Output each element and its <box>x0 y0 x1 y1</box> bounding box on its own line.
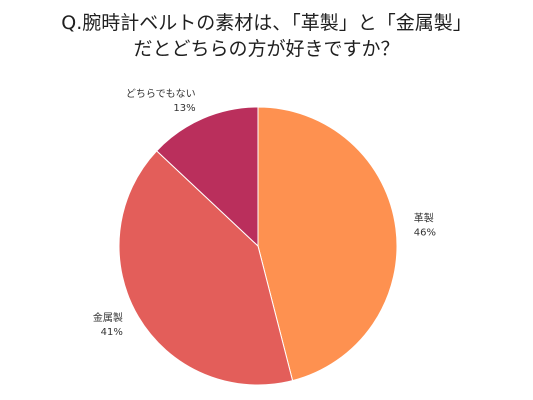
chart-title-line-1: Q.腕時計ベルトの素材は、「革製」と「金属製」 <box>61 12 472 34</box>
pie-slice-1 <box>118 150 294 386</box>
pie-label-value-1: 41% <box>101 327 123 338</box>
chart-title: Q.腕時計ベルトの素材は、「革製」と「金属製」 だとどちらの方が好きですか？ <box>0 10 533 62</box>
pie-label-category-2: どちらでもない <box>126 88 196 100</box>
pie-label-0: 革製 46% <box>414 211 436 238</box>
pie-label-value-2: 13% <box>173 103 195 114</box>
pie-label-category-1: 金属製 <box>93 311 123 324</box>
pie-label-value-0: 46% <box>414 227 436 238</box>
pie-slice-0 <box>257 106 398 382</box>
pie-label-category-0: 革製 <box>414 211 434 224</box>
pie-label-1: 金属製 41% <box>93 311 123 338</box>
pie-slice-2 <box>155 106 259 248</box>
pie-label-2: どちらでもない 13% <box>126 88 196 114</box>
chart-title-line-2: だとどちらの方が好きですか？ <box>133 38 400 60</box>
